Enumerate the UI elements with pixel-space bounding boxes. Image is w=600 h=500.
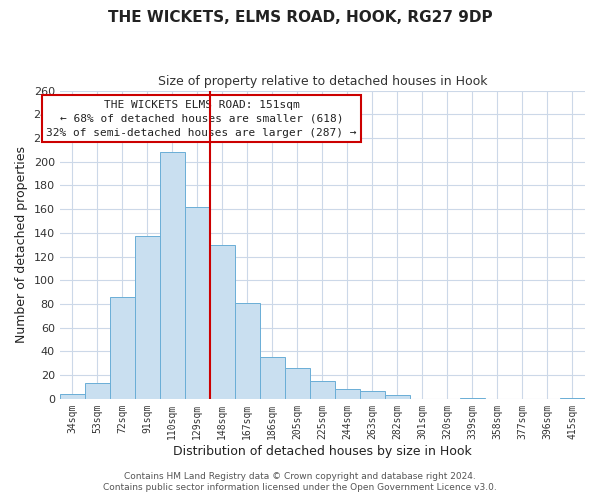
Bar [110, 297, 135, 399]
Bar [310, 381, 335, 399]
Bar [210, 244, 235, 399]
Bar [235, 303, 260, 399]
Y-axis label: Number of detached properties: Number of detached properties [15, 146, 28, 343]
X-axis label: Distribution of detached houses by size in Hook: Distribution of detached houses by size … [173, 444, 472, 458]
Bar [385, 396, 410, 399]
Bar [260, 358, 285, 399]
Bar [460, 398, 485, 399]
Title: Size of property relative to detached houses in Hook: Size of property relative to detached ho… [158, 75, 487, 88]
Bar [335, 390, 360, 399]
Text: Contains HM Land Registry data © Crown copyright and database right 2024.
Contai: Contains HM Land Registry data © Crown c… [103, 472, 497, 492]
Text: THE WICKETS ELMS ROAD: 151sqm
← 68% of detached houses are smaller (618)
32% of : THE WICKETS ELMS ROAD: 151sqm ← 68% of d… [46, 100, 357, 138]
Bar [285, 368, 310, 399]
Text: THE WICKETS, ELMS ROAD, HOOK, RG27 9DP: THE WICKETS, ELMS ROAD, HOOK, RG27 9DP [107, 10, 493, 25]
Bar [135, 236, 160, 399]
Bar [85, 384, 110, 399]
Bar [185, 207, 210, 399]
Bar [160, 152, 185, 399]
Bar [360, 390, 385, 399]
Bar [59, 394, 85, 399]
Bar [560, 398, 585, 399]
